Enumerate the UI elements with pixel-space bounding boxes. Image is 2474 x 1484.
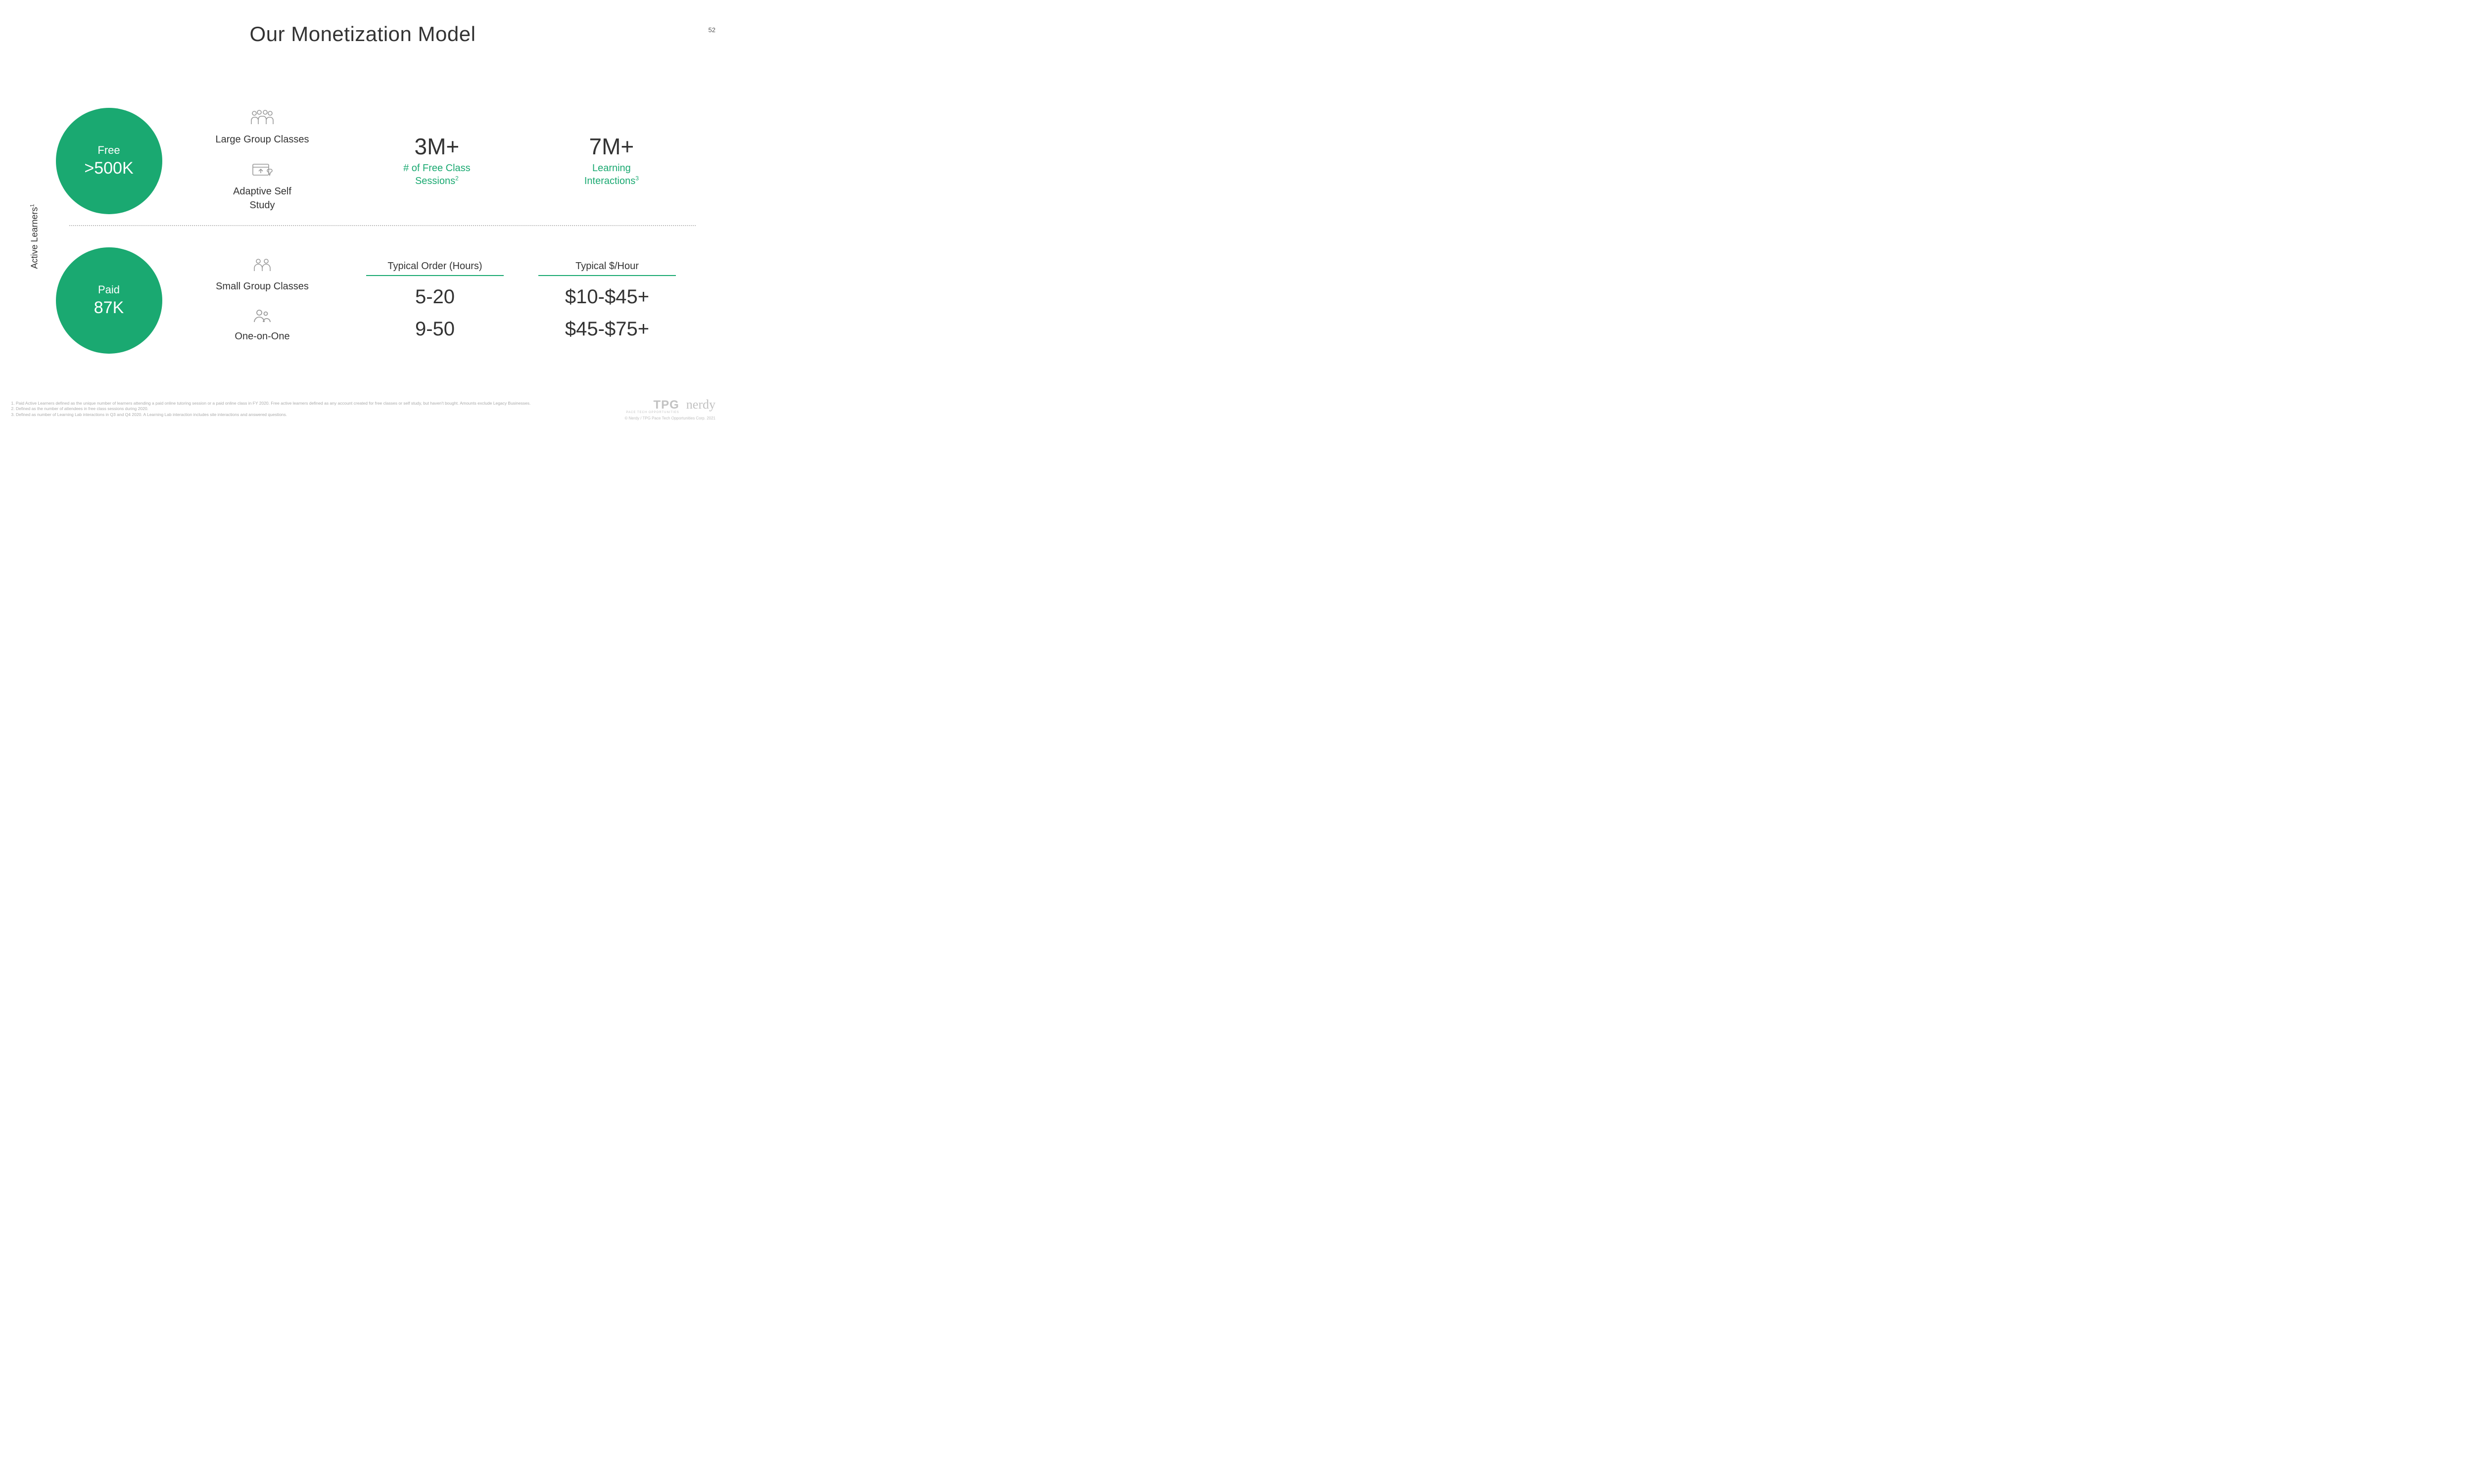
one-on-one-icon — [252, 308, 272, 325]
footnote-1: Paid Active Learners defined as the uniq… — [16, 401, 602, 406]
free-stat-interactions: 7M+ LearningInteractions3 — [584, 134, 639, 188]
page-title: Our Monetization Model — [0, 22, 725, 46]
tpg-logo-text: TPG — [653, 398, 679, 412]
paid-row: Paid 87K Small Group Classes — [40, 236, 696, 365]
paid-circle-value: 87K — [94, 298, 124, 318]
paid-cell-r0c1: $10-$45+ — [528, 286, 686, 308]
paid-items-col: Small Group Classes One-on-One — [178, 257, 346, 343]
copyright: © Nerdy / TPG Pace Tech Opportunities Co… — [625, 416, 715, 420]
free-circle-label: Free — [97, 144, 120, 157]
free-stats-col: 3M+ # of Free ClassSessions2 7M+ Learnin… — [346, 134, 696, 188]
paid-item-small-group-label: Small Group Classes — [216, 279, 309, 293]
free-item-large-group: Large Group Classes — [216, 109, 309, 146]
logo-row: TPG PACE TECH OPPORTUNITIES nerdy — [625, 397, 715, 414]
tpg-logo: TPG PACE TECH OPPORTUNITIES — [626, 398, 679, 414]
nerdy-logo: nerdy — [686, 397, 715, 412]
free-items-col: Large Group Classes Adaptive SelfStudy — [178, 109, 346, 212]
small-group-icon — [251, 257, 273, 276]
free-item-self-study-label: Adaptive SelfStudy — [233, 185, 291, 212]
free-circle: Free >500K — [56, 108, 162, 214]
free-item-large-group-label: Large Group Classes — [216, 133, 309, 146]
paid-cell-r0c0: 5-20 — [356, 286, 514, 308]
free-stat-sessions-sub: # of Free ClassSessions2 — [403, 162, 471, 187]
free-stat-interactions-sub: LearningInteractions3 — [584, 162, 639, 187]
page-number: 52 — [709, 26, 715, 34]
content-area: Active Learners1 Free >500K Large Group … — [40, 96, 696, 376]
large-group-icon — [249, 109, 275, 129]
footnote-2: Defined as the number of attendees in fr… — [16, 406, 602, 412]
paid-table-header-hours: Typical Order (Hours) — [366, 261, 504, 276]
paid-circle-col: Paid 87K — [40, 247, 178, 354]
footer-right: TPG PACE TECH OPPORTUNITIES nerdy © Nerd… — [625, 397, 715, 420]
free-row: Free >500K Large Group Classes — [40, 96, 696, 225]
self-study-icon — [251, 161, 274, 181]
paid-cell-r1c1: $45-$75+ — [528, 318, 686, 340]
y-axis-label: Active Learners1 — [30, 204, 40, 269]
paid-table-header-price: Typical $/Hour — [538, 261, 676, 276]
free-item-self-study: Adaptive SelfStudy — [233, 161, 291, 212]
paid-cell-r1c0: 9-50 — [356, 318, 514, 340]
free-circle-col: Free >500K — [40, 108, 178, 214]
free-stat-interactions-value: 7M+ — [589, 134, 634, 159]
paid-circle-label: Paid — [98, 283, 120, 296]
footnotes: Paid Active Learners defined as the uniq… — [7, 401, 602, 417]
free-stat-sessions-value: 3M+ — [415, 134, 460, 159]
paid-item-one-on-one: One-on-One — [235, 308, 289, 343]
free-circle-value: >500K — [84, 159, 133, 178]
free-stat-sessions: 3M+ # of Free ClassSessions2 — [403, 134, 471, 188]
paid-item-small-group: Small Group Classes — [216, 257, 309, 293]
footnote-3: Defined as number of Learning Lab intera… — [16, 412, 602, 417]
paid-circle: Paid 87K — [56, 247, 162, 354]
paid-item-one-on-one-label: One-on-One — [235, 329, 289, 343]
paid-table: Typical Order (Hours) Typical $/Hour 5-2… — [346, 261, 696, 340]
divider — [69, 225, 696, 226]
